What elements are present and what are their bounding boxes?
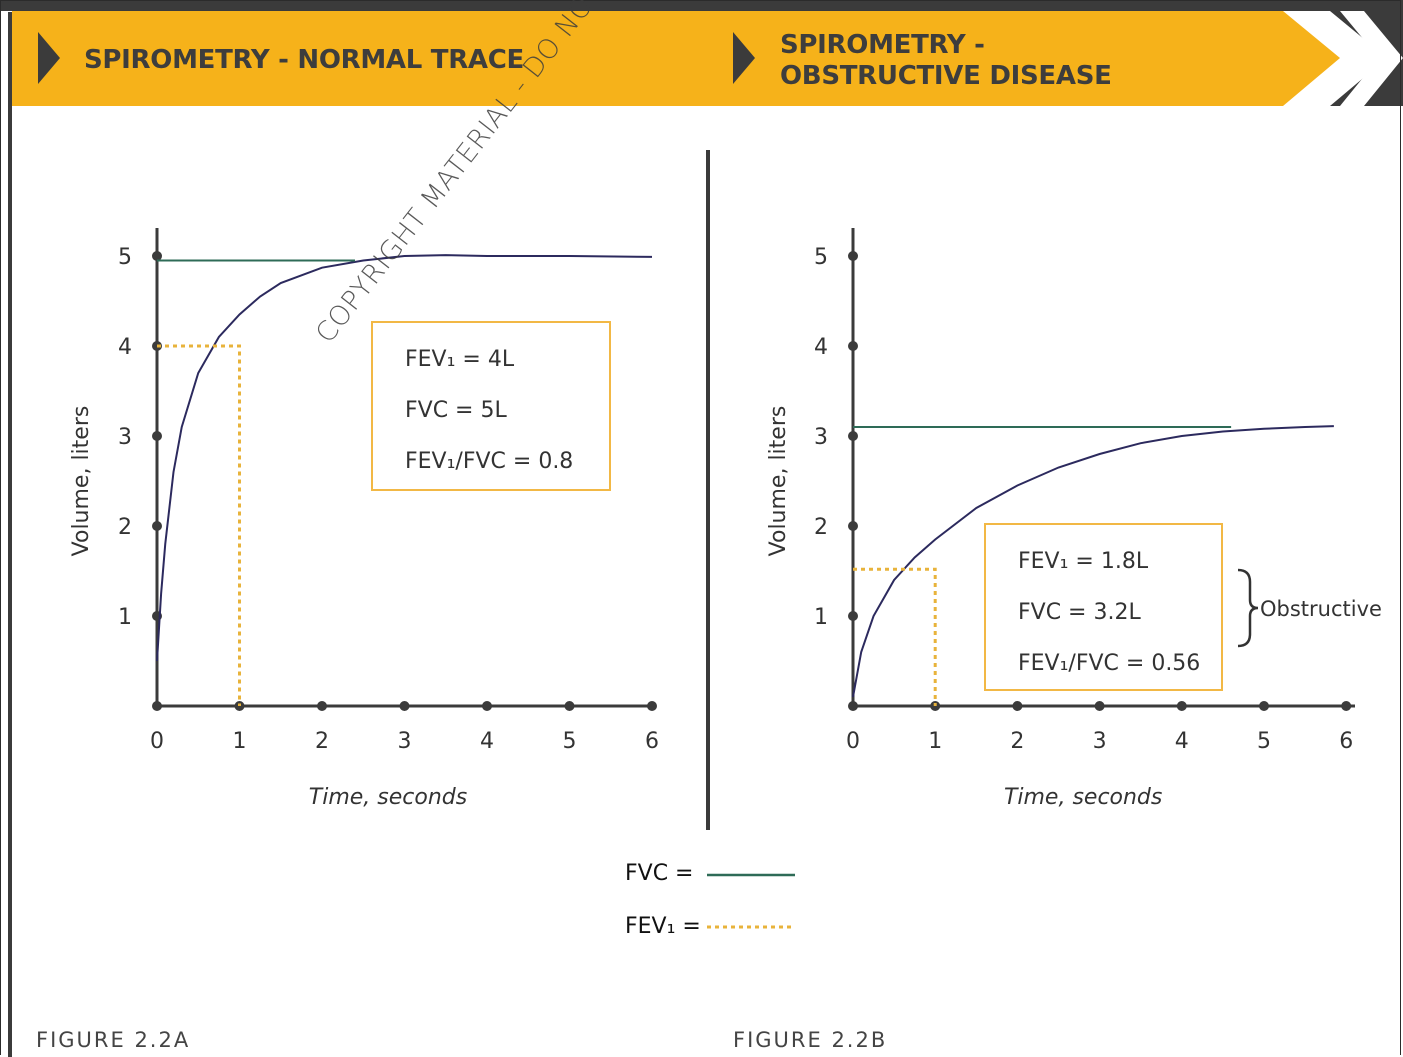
chart-normal-trace: 0 1 2 3 4 5 6 1 2 3 4 5 Time, seconds Volume, liters F… [69, 228, 659, 810]
y-tick-dot [848, 521, 858, 531]
right-title-line2: OBSTRUCTIVE DISEASE [780, 61, 1112, 91]
values-box-line: FEV₁ = 1.8L [1018, 549, 1149, 574]
legend-fev1-label: FEV₁ = [625, 914, 701, 939]
y-tick-dot [848, 341, 858, 351]
values-box [984, 523, 1223, 691]
figure-label-b: FIGURE 2.2B [733, 1028, 888, 1052]
chevron-right-icon [1340, 11, 1403, 106]
annotation-label: Obstructive [1260, 597, 1382, 621]
y-tick-label: 2 [814, 515, 828, 540]
x-tick-dot [399, 701, 410, 711]
x-axis-label: Time, seconds [309, 785, 467, 810]
brace-icon [1237, 568, 1259, 648]
y-axis-label: Volume, liters [766, 406, 791, 557]
x-tick-dot [1176, 701, 1187, 711]
x-tick-dot [1341, 701, 1352, 711]
values-box-line: FEV₁/FVC = 0.8 [405, 449, 573, 474]
x-tick-label: 6 [645, 729, 659, 754]
y-tick-label: 5 [814, 245, 828, 270]
right-title-line1: SPIROMETRY - [780, 30, 985, 60]
x-tick-dot [1094, 701, 1105, 711]
volume-curve [852, 425, 1334, 698]
banner-background [12, 11, 1340, 106]
x-tick-dot [564, 701, 575, 711]
chart-obstructive: 0 1 2 3 4 5 6 1 2 3 4 5 Time, seconds Volume, liters F… [766, 228, 1382, 810]
y-tick-dot [152, 521, 162, 531]
x-tick-dot [482, 701, 492, 711]
y-tick-dot [848, 251, 858, 261]
y-tick-label: 4 [118, 335, 132, 360]
y-tick-label: 1 [814, 605, 828, 630]
x-tick-label: 0 [150, 729, 164, 754]
values-box [371, 321, 611, 491]
banner-right-dark [1330, 11, 1403, 106]
y-tick-label: 3 [814, 425, 828, 450]
header-banner [0, 0, 1403, 106]
y-tick-dot [152, 431, 162, 441]
x-tick-label: 0 [846, 729, 860, 754]
y-tick-dot [152, 251, 162, 261]
x-tick-label: 3 [1093, 729, 1107, 754]
y-tick-dot [848, 611, 858, 621]
x-tick-label: 5 [1257, 729, 1271, 754]
x-tick-label: 6 [1339, 729, 1353, 754]
panel-divider [706, 150, 710, 830]
y-tick-label: 4 [814, 335, 828, 360]
x-tick-label: 1 [928, 729, 942, 754]
x-axis-label: Time, seconds [1004, 785, 1162, 810]
play-arrow-icon [733, 32, 755, 84]
y-tick-label: 2 [118, 515, 132, 540]
x-tick-label: 4 [1175, 729, 1189, 754]
values-box-line: FEV₁ = 4L [405, 347, 515, 372]
x-tick-label: 1 [233, 729, 247, 754]
x-tick-dot [152, 701, 162, 711]
x-tick-dot [647, 701, 657, 711]
x-tick-label: 3 [398, 729, 412, 754]
x-tick-label: 2 [315, 729, 329, 754]
y-tick-label: 3 [118, 425, 132, 450]
left-title: SPIROMETRY - NORMAL TRACE [84, 45, 524, 75]
values-box-line: FEV₁/FVC = 0.56 [1018, 651, 1200, 676]
fev1-line [853, 567, 937, 706]
values-box-line: FVC = 5L [405, 398, 507, 423]
x-tick-dot [1259, 701, 1269, 711]
x-tick-dot [848, 701, 858, 711]
y-tick-label: 5 [118, 245, 132, 270]
y-tick-dot [848, 431, 858, 441]
x-tick-dot [1012, 701, 1023, 711]
play-arrow-icon [38, 32, 60, 84]
y-tick-label: 1 [118, 605, 132, 630]
legend: FVC = FEV₁ = [625, 861, 795, 939]
legend-fvc-label: FVC = [625, 861, 694, 886]
x-tick-label: 2 [1010, 729, 1024, 754]
x-tick-dot [317, 701, 327, 711]
left-border [8, 12, 12, 1057]
values-box-line: FVC = 3.2L [1018, 600, 1141, 625]
x-tick-label: 5 [563, 729, 577, 754]
figure-label-a: FIGURE 2.2A [36, 1028, 191, 1052]
x-tick-label: 4 [480, 729, 494, 754]
fev1-line [157, 344, 241, 706]
y-axis-label: Volume, liters [69, 406, 94, 557]
volume-curve [156, 254, 653, 662]
